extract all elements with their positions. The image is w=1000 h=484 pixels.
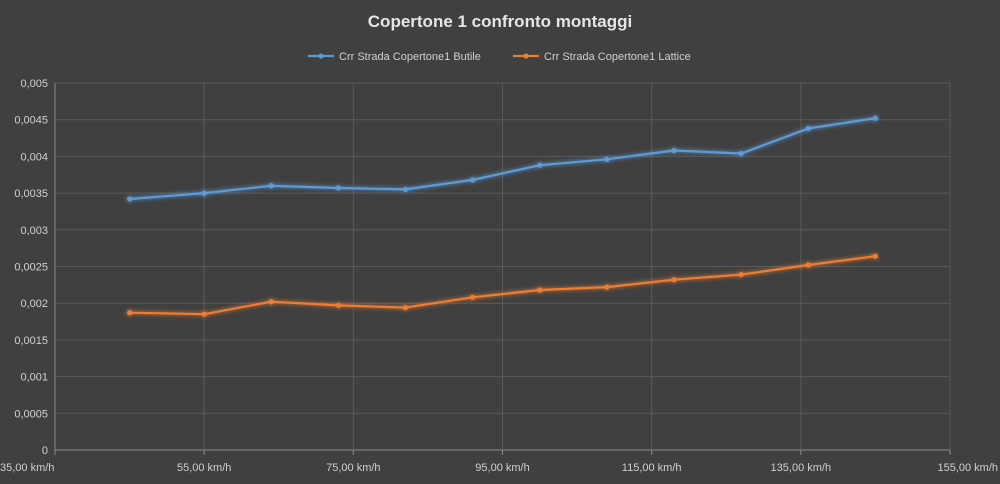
x-tick-label: 115,00 km/h xyxy=(622,462,682,474)
y-tick-label: 0 xyxy=(42,445,48,457)
series-lattice xyxy=(126,253,879,317)
y-tick-label: 0,003 xyxy=(20,225,48,237)
legend-swatch-marker xyxy=(523,53,529,59)
data-point xyxy=(268,299,274,305)
axes: 0 0,0005 0,001 0,0015 0,002 0,0025 0,003 0,0035… xyxy=(0,78,998,474)
data-point xyxy=(805,262,811,268)
legend-label: Crr Strada Copertone1 Butile xyxy=(339,51,481,63)
y-tick-label: 0,0035 xyxy=(14,188,48,200)
data-point xyxy=(470,294,476,300)
data-point xyxy=(537,287,543,293)
x-tick-label: 55,00 km/h xyxy=(177,462,231,474)
data-point xyxy=(335,302,342,309)
data-point xyxy=(671,277,677,283)
x-tick-label: 95,00 km/h xyxy=(475,462,529,474)
x-tick-label: 135,00 km/h xyxy=(771,462,832,474)
data-point xyxy=(805,125,811,132)
data-point xyxy=(537,162,543,168)
series-line xyxy=(128,117,877,201)
data-point xyxy=(268,183,274,189)
data-point xyxy=(126,310,133,316)
data-point xyxy=(604,156,610,162)
data-point xyxy=(604,284,610,290)
data-point xyxy=(126,196,133,202)
data-point xyxy=(671,147,677,154)
series-group xyxy=(126,115,879,317)
series-butile xyxy=(126,115,879,202)
y-tick-label: 0,004 xyxy=(20,151,48,163)
data-point xyxy=(738,271,744,278)
data-point xyxy=(402,305,409,311)
data-point xyxy=(201,190,207,196)
y-tick-label: 0,0015 xyxy=(14,335,48,347)
data-point xyxy=(470,177,476,183)
y-tick-label: 0,001 xyxy=(20,372,48,384)
data-point xyxy=(201,311,207,317)
data-point xyxy=(402,186,409,193)
series-line xyxy=(128,255,877,316)
legend-label: Crr Strada Copertone1 Lattice xyxy=(544,51,691,63)
data-point xyxy=(335,185,342,191)
legend-item: Crr Strada Copertone1 Butile xyxy=(308,51,481,63)
chart-title: Copertone 1 confronto montaggi xyxy=(368,12,632,31)
y-tick-label: 0,0025 xyxy=(14,262,48,274)
x-tick-label: 35,00 km/h xyxy=(0,462,54,474)
grid xyxy=(54,82,951,451)
y-tick-label: 0,0005 xyxy=(14,408,48,420)
y-tick-label: 0,002 xyxy=(20,298,48,310)
x-tick-label: 75,00 km/h xyxy=(326,462,380,474)
legend-swatch-marker xyxy=(318,53,324,59)
x-tick-label: 155,00 km/h xyxy=(937,462,998,474)
data-point xyxy=(872,115,879,121)
legend: Crr Strada Copertone1 Butile Crr Strada C… xyxy=(308,51,691,63)
y-tick-label: 0,0045 xyxy=(14,115,48,127)
legend-item: Crr Strada Copertone1 Lattice xyxy=(513,51,691,63)
y-tick-label: 0,005 xyxy=(20,78,48,90)
data-point xyxy=(738,150,744,157)
data-point xyxy=(872,253,879,259)
